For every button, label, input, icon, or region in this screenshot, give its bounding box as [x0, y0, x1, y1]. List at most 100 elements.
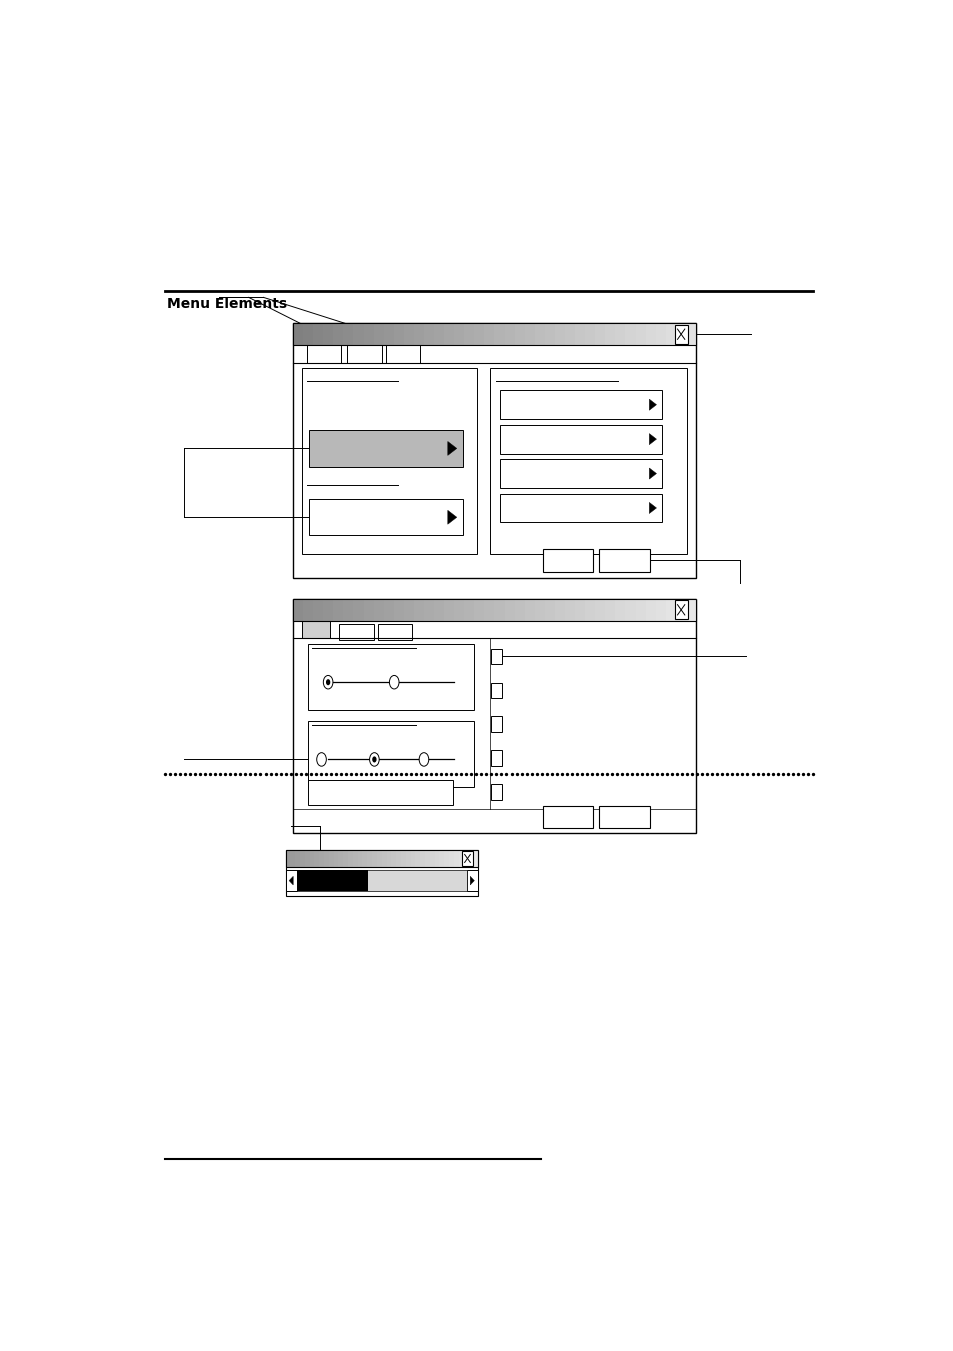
- Bar: [294, 850, 301, 867]
- Bar: [309, 499, 462, 535]
- Bar: [343, 850, 349, 867]
- Bar: [458, 850, 464, 867]
- Bar: [542, 807, 593, 828]
- Bar: [435, 850, 440, 867]
- Bar: [353, 323, 365, 345]
- Bar: [491, 648, 501, 665]
- Bar: [685, 323, 697, 345]
- Bar: [564, 323, 576, 345]
- Bar: [343, 598, 355, 620]
- Circle shape: [389, 676, 398, 689]
- Bar: [444, 850, 450, 867]
- Bar: [514, 323, 526, 345]
- Bar: [285, 850, 477, 896]
- Bar: [309, 430, 462, 466]
- Bar: [499, 424, 660, 454]
- Bar: [290, 850, 296, 867]
- Bar: [385, 345, 419, 363]
- Bar: [484, 598, 496, 620]
- Polygon shape: [649, 467, 656, 480]
- Bar: [299, 850, 306, 867]
- Bar: [303, 323, 314, 345]
- Bar: [395, 850, 402, 867]
- Bar: [490, 367, 686, 554]
- Bar: [494, 598, 505, 620]
- Bar: [363, 598, 375, 620]
- Polygon shape: [649, 399, 656, 411]
- Bar: [564, 598, 576, 620]
- Bar: [323, 323, 335, 345]
- Bar: [575, 323, 586, 345]
- Bar: [635, 323, 646, 345]
- Bar: [604, 323, 617, 345]
- Bar: [323, 598, 335, 620]
- Polygon shape: [447, 511, 456, 524]
- Circle shape: [326, 680, 330, 685]
- Bar: [491, 750, 501, 766]
- Bar: [462, 851, 472, 866]
- Bar: [296, 870, 466, 890]
- Bar: [423, 323, 436, 345]
- Bar: [665, 323, 677, 345]
- Bar: [343, 323, 355, 345]
- Text: Menu Elements: Menu Elements: [167, 297, 287, 311]
- Bar: [598, 807, 649, 828]
- Bar: [454, 598, 465, 620]
- Bar: [645, 323, 657, 345]
- Bar: [675, 598, 686, 620]
- Bar: [419, 850, 426, 867]
- Bar: [675, 323, 686, 345]
- Bar: [454, 323, 465, 345]
- Bar: [414, 323, 425, 345]
- Bar: [381, 850, 388, 867]
- Bar: [293, 598, 304, 620]
- Bar: [544, 323, 556, 345]
- Bar: [499, 493, 660, 523]
- Bar: [374, 323, 385, 345]
- Bar: [301, 367, 476, 554]
- Bar: [535, 323, 546, 345]
- Bar: [285, 870, 296, 890]
- Bar: [383, 598, 395, 620]
- Bar: [296, 870, 368, 890]
- Bar: [424, 850, 431, 867]
- Circle shape: [369, 753, 378, 766]
- Bar: [463, 850, 469, 867]
- Bar: [491, 682, 501, 698]
- Bar: [555, 598, 566, 620]
- Bar: [674, 324, 687, 343]
- Bar: [454, 850, 459, 867]
- Bar: [374, 598, 385, 620]
- Bar: [347, 345, 381, 363]
- Polygon shape: [470, 877, 474, 885]
- Bar: [353, 598, 365, 620]
- Bar: [333, 323, 344, 345]
- Bar: [685, 598, 697, 620]
- Bar: [357, 850, 364, 867]
- Bar: [339, 624, 374, 639]
- Bar: [674, 600, 687, 619]
- Circle shape: [323, 676, 333, 689]
- Bar: [635, 598, 646, 620]
- Bar: [504, 598, 516, 620]
- Bar: [468, 850, 474, 867]
- Polygon shape: [289, 877, 293, 885]
- Circle shape: [372, 757, 376, 762]
- Bar: [362, 850, 369, 867]
- Bar: [444, 598, 456, 620]
- Bar: [367, 850, 374, 867]
- Bar: [575, 598, 586, 620]
- Bar: [394, 323, 405, 345]
- Bar: [494, 323, 505, 345]
- Bar: [499, 459, 660, 488]
- Bar: [324, 850, 330, 867]
- Bar: [377, 624, 412, 639]
- Bar: [338, 850, 344, 867]
- Bar: [615, 598, 626, 620]
- Bar: [524, 598, 536, 620]
- Bar: [542, 549, 593, 571]
- Bar: [491, 785, 501, 800]
- Bar: [383, 323, 395, 345]
- Bar: [391, 850, 397, 867]
- Bar: [333, 598, 344, 620]
